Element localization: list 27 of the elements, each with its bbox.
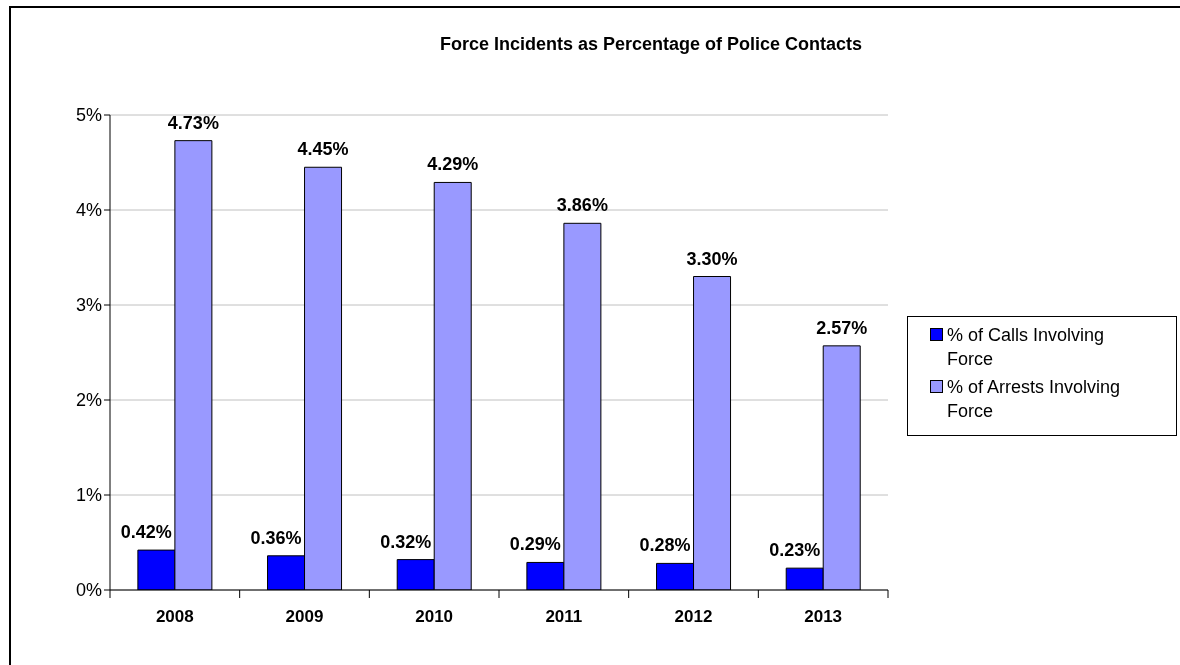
x-tick-label: 2008 [155, 607, 194, 626]
y-tick-label: 0% [75, 580, 102, 601]
data-label: 0.23% [769, 540, 821, 561]
data-label: 4.29% [427, 154, 479, 175]
chart-title: Force Incidents as Percentage of Police Contacts [439, 34, 863, 55]
data-label: 3.86% [556, 195, 608, 216]
data-label: 0.32% [380, 531, 432, 552]
data-label: 4.45% [297, 139, 349, 160]
data-label: 4.73% [167, 112, 219, 133]
y-tick-label: 1% [75, 485, 102, 506]
x-tick-label: 2010 [415, 607, 454, 626]
y-tick-label: 3% [75, 295, 102, 316]
data-label: 0.28% [639, 535, 691, 556]
data-label: 3.30% [686, 248, 738, 269]
x-tick-label: 2011 [545, 607, 583, 626]
data-label: 2.57% [816, 317, 868, 338]
x-tick-label: 2013 [804, 607, 843, 626]
legend-label: % of Arrests Involving Force [947, 376, 1122, 423]
y-tick-label: 4% [75, 200, 102, 221]
x-tick-label: 2009 [285, 607, 324, 626]
x-tick-label: 2012 [674, 607, 713, 626]
data-label: 0.29% [509, 534, 561, 555]
y-tick-label: 2% [75, 390, 102, 411]
data-label: 0.42% [120, 522, 172, 543]
data-label: 0.36% [250, 527, 302, 548]
legend-label: % of Calls Involving Force [947, 324, 1106, 371]
y-tick-label: 5% [75, 105, 102, 126]
